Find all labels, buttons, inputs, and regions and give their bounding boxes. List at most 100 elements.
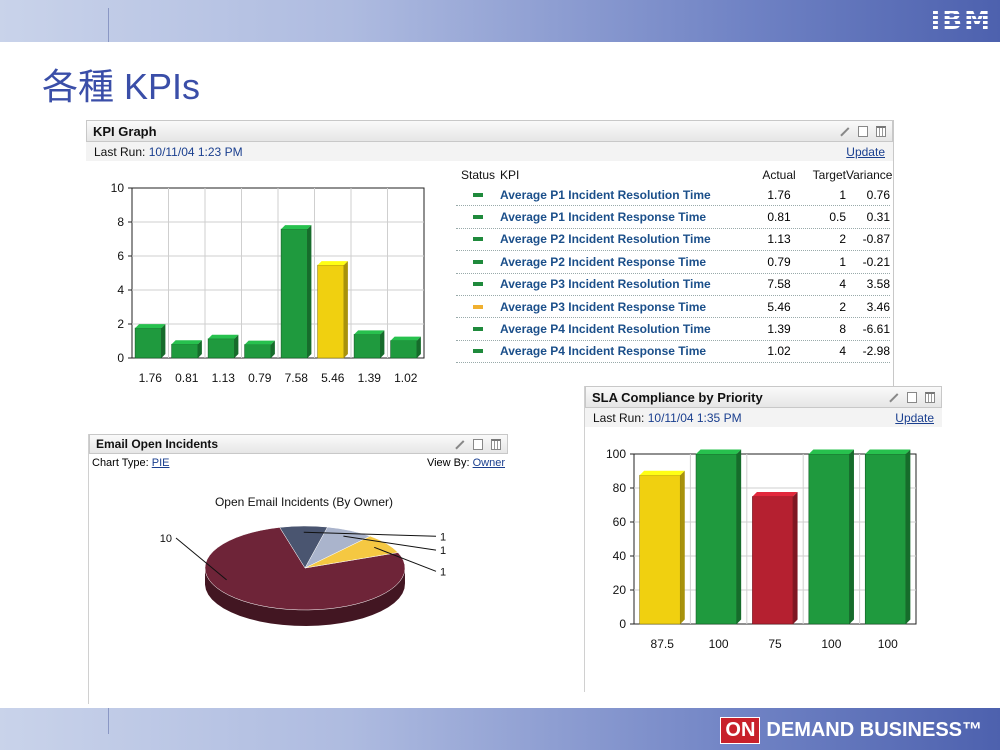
bar-front — [280, 228, 308, 359]
y-tick-label: 2 — [117, 317, 124, 331]
bar — [317, 261, 348, 359]
bar — [244, 340, 275, 359]
footer-divider — [108, 708, 109, 734]
status-dash-icon — [473, 259, 483, 264]
on-demand-business-logo: ON DEMAND BUSINESS™ — [720, 717, 982, 744]
bar-top — [208, 334, 239, 339]
bar-side — [234, 334, 239, 358]
kpi-name[interactable]: Average P4 Incident Response Time — [500, 344, 707, 359]
kpi-name[interactable]: Average P1 Incident Resolution Time — [500, 187, 711, 202]
bar-top — [244, 340, 275, 345]
status-indicator — [456, 237, 500, 242]
sla-title: SLA Compliance by Priority — [592, 389, 763, 405]
bar-top — [865, 449, 911, 454]
bar — [171, 340, 202, 359]
kpi-target: 2 — [839, 232, 846, 247]
email-pie-chart: Open Email Incidents (By Owner) 10 1 1 1 — [160, 495, 446, 626]
bar — [808, 449, 854, 625]
col-status: Status — [460, 168, 496, 182]
bar — [390, 336, 421, 359]
x-tick-label: 87.5 — [651, 637, 675, 651]
kpi-actual: 7.58 — [767, 277, 791, 292]
kpi-bar-chart: 0 2 4 6 8 10 1.76 0.81 1.13 0.79 7.58 5.46 1.39 1.02 — [111, 181, 425, 385]
bar-front — [317, 264, 345, 359]
pie-leader — [303, 531, 437, 537]
pie-label: 1 — [440, 545, 446, 557]
pie-slice — [304, 535, 399, 569]
bar-top — [639, 470, 685, 476]
x-tick-label: 5.46 — [321, 371, 345, 385]
email-incidents-header: Email Open Incidents — [89, 434, 508, 454]
kpi-variance: -6.61 — [862, 322, 890, 337]
on-badge: ON — [720, 717, 761, 744]
sla-bar-chart: 0 20 40 60 80 100 87.5 100 75 100 100 — [606, 447, 917, 651]
last-run-value: 10/11/04 1:23 PM — [148, 144, 243, 159]
kpi-name[interactable]: Average P3 Incident Response Time — [500, 299, 707, 314]
bar — [353, 330, 385, 359]
bar — [695, 449, 742, 625]
kpi-target: 1 — [839, 254, 846, 269]
ibm-logo: IBM — [930, 6, 992, 36]
bar-top — [752, 491, 798, 497]
kpi-variance: -2.98 — [862, 344, 890, 359]
minimize-icon[interactable] — [473, 438, 483, 450]
kpi-name[interactable]: Average P2 Incident Response Time — [500, 254, 707, 269]
x-tick-label: 1.02 — [394, 371, 418, 385]
email-incidents-subbar: Chart Type: PIE View By: Owner — [89, 454, 508, 472]
slide-header-band: IBM — [0, 0, 1000, 42]
status-dash-icon — [473, 192, 483, 197]
kpi-table-row: Average P4 Incident Resolution Time 1.39 8… — [456, 318, 890, 341]
update-link[interactable]: Update — [846, 144, 885, 159]
bar-side — [307, 225, 312, 358]
bar-top — [317, 261, 348, 266]
kpi-name[interactable]: Average P4 Incident Resolution Time — [500, 322, 711, 337]
x-tick-label: 7.58 — [285, 371, 309, 385]
kpi-name[interactable]: Average P1 Incident Response Time — [500, 210, 707, 225]
chart-type-pie-link[interactable]: PIE — [151, 457, 170, 469]
bar-side — [416, 336, 421, 358]
minimize-icon[interactable] — [858, 125, 868, 137]
trash-icon[interactable] — [925, 391, 935, 403]
edit-icon[interactable] — [454, 439, 465, 449]
kpi-variance: -0.87 — [862, 232, 890, 247]
view-by-owner-link[interactable]: Owner — [472, 457, 505, 469]
x-tick-label: 100 — [821, 637, 841, 651]
bar-front — [695, 453, 737, 625]
kpi-name[interactable]: Average P2 Incident Resolution Time — [500, 232, 711, 247]
trash-icon[interactable] — [491, 438, 501, 450]
kpi-name[interactable]: Average P3 Incident Resolution Time — [500, 277, 711, 292]
status-indicator — [456, 215, 500, 220]
bar — [864, 449, 911, 625]
status-dash-icon — [473, 304, 483, 309]
bar-side — [736, 449, 742, 624]
col-target: Target — [812, 168, 846, 182]
bar-side — [161, 324, 166, 358]
pie-leader — [374, 546, 437, 572]
update-link[interactable]: Update — [895, 410, 934, 425]
edit-icon[interactable] — [888, 392, 899, 402]
x-tick-label: 100 — [878, 637, 898, 651]
status-indicator — [456, 282, 500, 287]
last-run-value: 10/11/04 1:35 PM — [647, 410, 742, 425]
status-indicator — [456, 192, 500, 197]
kpi-table-row: Average P2 Incident Response Time 0.79 1 -0… — [456, 251, 890, 274]
minimize-icon[interactable] — [907, 391, 917, 403]
bar-side — [680, 470, 685, 624]
x-tick-label: 100 — [709, 637, 729, 651]
bar — [752, 491, 798, 625]
y-tick-label: 0 — [117, 351, 124, 365]
bar-front — [639, 474, 681, 625]
pie-label: 10 — [160, 533, 172, 545]
last-run-label: Last Run: — [94, 144, 146, 159]
kpi-table-header: Status KPI Actual Target Variance — [456, 166, 893, 184]
x-tick-label: 0.79 — [248, 371, 272, 385]
edit-icon[interactable] — [839, 126, 850, 136]
trash-icon[interactable] — [876, 125, 886, 137]
bar-front — [244, 344, 272, 359]
x-tick-label: 0.81 — [175, 371, 199, 385]
status-dash-icon — [473, 349, 483, 354]
email-incidents-title: Email Open Incidents — [96, 437, 219, 451]
bar-front — [752, 496, 794, 625]
x-tick-label: 1.76 — [139, 371, 163, 385]
bar — [280, 225, 312, 359]
